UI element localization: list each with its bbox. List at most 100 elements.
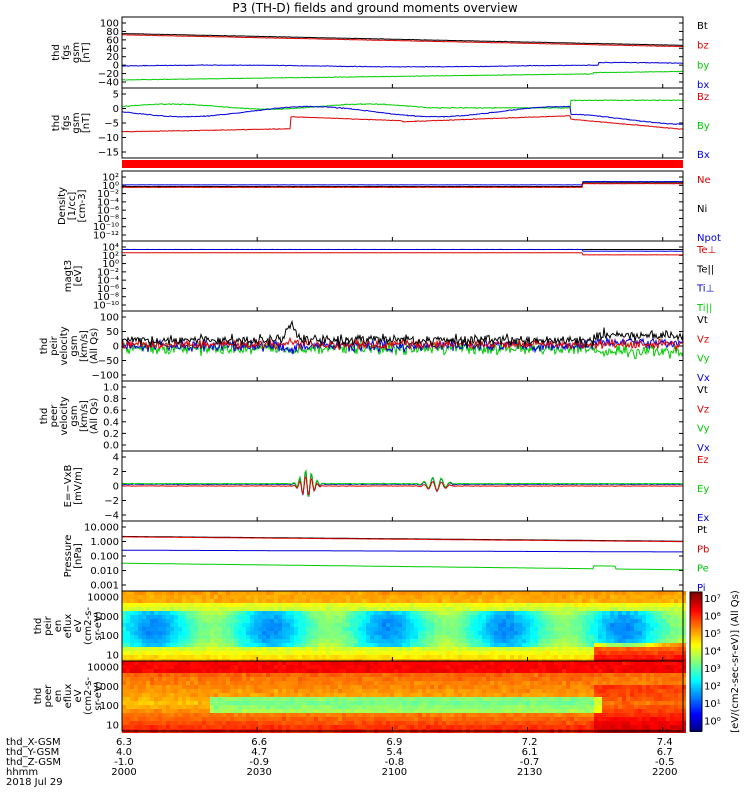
spectrogram-cell [430,615,434,619]
spectrogram-cell [510,599,514,603]
spectrogram-cell [390,639,394,643]
spectrogram-cell [298,639,302,643]
spectrogram-cell [526,681,530,685]
spectrogram-cell [386,721,390,725]
spectrogram-cell [518,603,522,607]
spectrogram-cell [602,599,606,603]
spectrogram-cell [402,661,406,665]
spectrogram-cell [278,725,282,729]
spectrogram-cell [222,631,226,635]
spectrogram-cell [514,639,518,643]
spectrogram-cell [294,721,298,725]
panel-8-ylabel-line: Pressure [63,535,74,578]
spectrogram-cell [678,631,682,635]
spectrogram-cell [510,615,514,619]
spectrogram-cell [554,665,558,669]
spectrogram-cell [570,717,574,721]
spectrogram-cell [270,681,274,685]
spectrogram-cell [366,643,370,647]
spectrogram-cell [194,615,198,619]
spectrogram-cell [206,655,210,659]
spectrogram-cell [350,599,354,603]
spectrogram-cell [158,591,162,595]
spectrogram-cell [586,669,590,673]
spectrogram-cell [230,631,234,635]
spectrogram-cell [194,665,198,669]
spectrogram-cell [310,677,314,681]
spectrogram-cell [298,643,302,647]
spectrogram-cell [366,701,370,705]
spectrogram-cell [306,619,310,623]
spectrogram-cell [462,673,466,677]
spectrogram-cell [242,615,246,619]
spectrogram-cell [398,635,402,639]
spectrogram-cell [506,713,510,717]
spectrogram-cell [138,631,142,635]
spectrogram-cell [334,713,338,717]
spectrogram-cell [170,701,174,705]
spectrogram-cell [266,725,270,729]
spectrogram-cell [454,651,458,655]
spectrogram-cell [558,669,562,673]
spectrogram-cell [626,651,630,655]
spectrogram-cell [478,677,482,681]
spectrogram-cell [410,651,414,655]
spectrogram-cell [166,647,170,651]
spectrogram-cell [358,701,362,705]
spectrogram-cell [202,701,206,705]
spectrogram-cell [386,615,390,619]
spectrogram-cell [146,705,150,709]
spectrogram-cell [590,615,594,619]
spectrogram-cell [674,643,678,647]
spectrogram-cell [394,627,398,631]
spectrogram-cell [482,631,486,635]
spectrogram-cell [310,595,314,599]
spectrogram-cell [654,635,658,639]
spectrogram-cell [314,685,318,689]
spectrogram-cell [570,713,574,717]
spectrogram-cell [194,651,198,655]
spectrogram-cell [318,643,322,647]
spectrogram-cell [406,665,410,669]
spectrogram-cell [246,615,250,619]
spectrogram-cell [294,669,298,673]
spectrogram-cell [366,677,370,681]
spectrogram-cell [342,713,346,717]
spectrogram-cell [214,627,218,631]
spectrogram-cell [458,677,462,681]
spectrogram-cell [586,721,590,725]
spectrogram-cell [298,717,302,721]
spectrogram-cell [638,619,642,623]
panel-5-ylabel-line: thd [39,338,50,355]
spectrogram-cell [450,623,454,627]
spectrogram-cell [614,639,618,643]
spectrogram-cell [526,721,530,725]
spectrogram-cell [322,599,326,603]
spectrogram-cell [242,611,246,615]
spectrogram-cell [198,697,202,701]
legend-vx: Vx [697,443,710,454]
spectrogram-cell [470,651,474,655]
spectrogram-cell [334,661,338,665]
spectrogram-cell [466,705,470,709]
spectrogram-cell [434,693,438,697]
spectrogram-cell [518,689,522,693]
spectrogram-cell [274,717,278,721]
spectrogram-cell [502,655,506,659]
spectrogram-cell [670,639,674,643]
spectrogram-cell [670,627,674,631]
spectrogram-cell [382,635,386,639]
spectrogram-cell [206,603,210,607]
spectrogram-cell [350,639,354,643]
spectrogram-cell [174,619,178,623]
spectrogram-cell [158,627,162,631]
spectrogram-cell [250,603,254,607]
spectrogram-cell [158,607,162,611]
spectrogram-cell [470,635,474,639]
spectrogram-cell [254,677,258,681]
spectrogram-cell [338,655,342,659]
spectrogram-cell [162,611,166,615]
spectrogram-cell [338,673,342,677]
spectrogram-cell [238,619,242,623]
spectrogram-cell [566,639,570,643]
